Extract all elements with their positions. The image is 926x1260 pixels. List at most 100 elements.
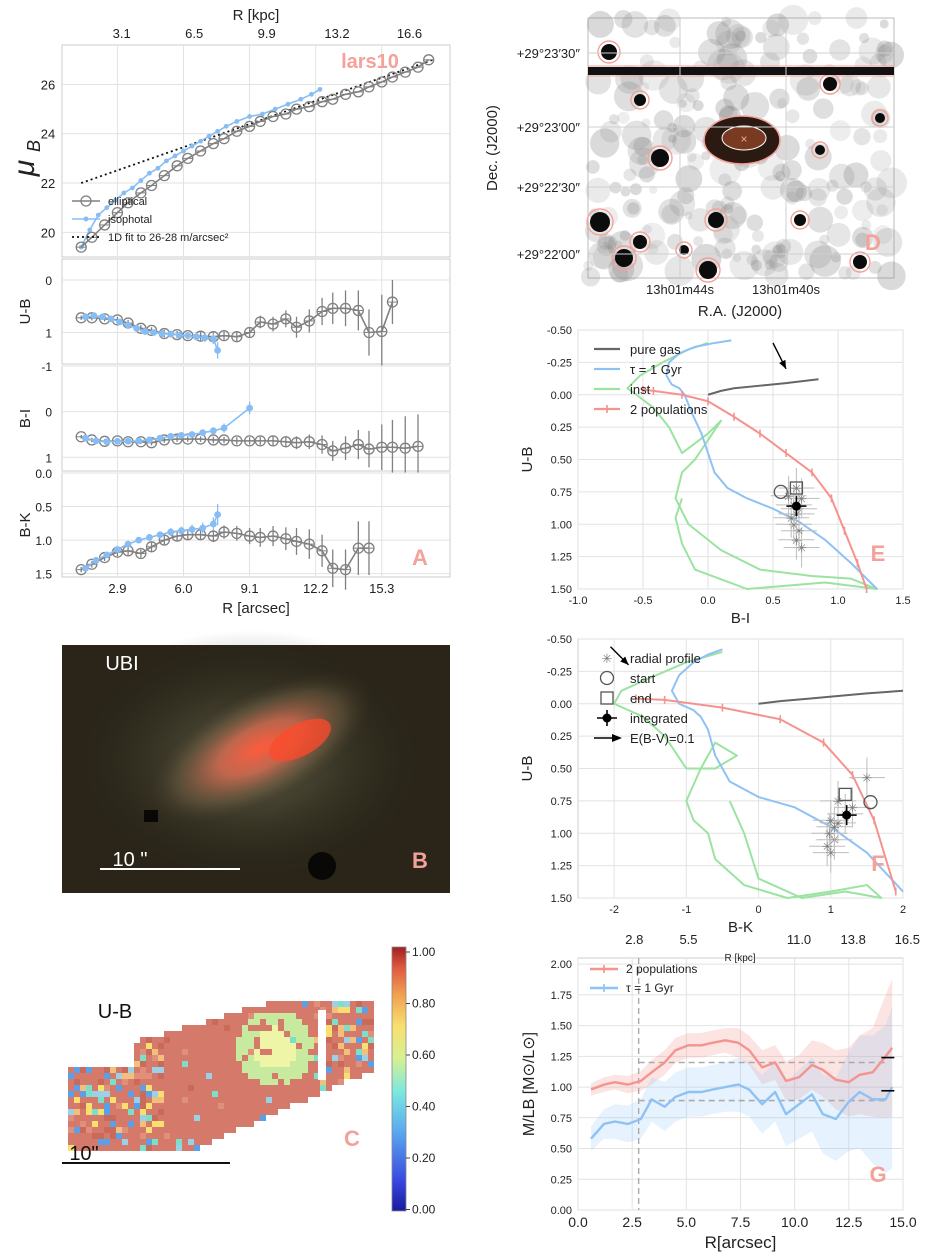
panel-c-pixel <box>218 1025 224 1031</box>
panel-c-pixel <box>260 1115 266 1121</box>
panel-c-pixel <box>224 1031 230 1037</box>
panel-c-pixel <box>212 1091 218 1097</box>
panel-c-pixel <box>206 1091 212 1097</box>
panel-c-pixel <box>308 1031 314 1037</box>
panel-c-pixel <box>212 1061 218 1067</box>
panel-c-pixel <box>110 1073 116 1079</box>
panel-c-pixel <box>128 1103 134 1109</box>
panel-c-pixel <box>254 1049 260 1055</box>
panel-c-pixel <box>278 1103 284 1109</box>
panel-c-pixel <box>272 1067 278 1073</box>
panel-c-pixel <box>224 1067 230 1073</box>
panel-c-pixel <box>152 1121 158 1127</box>
panel-a-isophotal-point <box>198 138 203 144</box>
panel-d-noise <box>586 160 600 174</box>
panel-c-pixel <box>302 1031 308 1037</box>
panel-c-pixel <box>140 1055 146 1061</box>
panel-c-pixel <box>308 1067 314 1073</box>
panel-c-pixel <box>206 1139 212 1145</box>
panel-c-pixel <box>284 1025 290 1031</box>
panel-a-ub-isophotal-point <box>184 332 192 340</box>
panel-d-ytick: +29°22′00″ <box>517 247 581 262</box>
panel-c-pixel <box>248 1019 254 1025</box>
panel-c-pixel <box>146 1091 152 1097</box>
panel-f-radial-point: ✳ <box>824 826 835 841</box>
panel-c-pixel <box>278 1061 284 1067</box>
panel-c-pixel <box>164 1073 170 1079</box>
panel-c-pixel <box>356 1001 362 1007</box>
panel-a-bi-frame <box>61 365 451 472</box>
panel-c-pixel <box>344 1001 350 1007</box>
panel-c-pixel <box>356 1043 362 1049</box>
panel-a-bk-isophotal-point <box>114 546 121 553</box>
panel-c-pixel <box>368 1013 374 1019</box>
panel-c-pixel <box>248 1103 254 1109</box>
panel-d-galaxy-core <box>721 125 767 151</box>
panel-c-pixel <box>206 1121 212 1127</box>
panel-c-pixel <box>350 1001 356 1007</box>
panel-d-noise <box>836 188 853 205</box>
panel-c-pixel <box>98 1115 104 1121</box>
panel-c-pixel <box>368 1067 374 1073</box>
panel-c-pixel <box>98 1073 104 1079</box>
panel-d-noise <box>687 153 704 171</box>
panel-d-noise <box>796 32 810 45</box>
panel-d-noise <box>675 165 703 193</box>
panel-c-pixel <box>206 1073 212 1079</box>
panel-c-pixel <box>242 1007 248 1013</box>
panel-c-pixel <box>314 1001 320 1007</box>
panel-d-noise <box>726 23 751 49</box>
panel-e-ytick: -0.25 <box>547 357 572 369</box>
panel-c-pixel <box>128 1127 134 1133</box>
panel-c-pixel <box>92 1139 98 1145</box>
panel-c-pixel <box>302 1097 308 1103</box>
panel-e-radial-point: ✳ <box>783 489 794 504</box>
panel-d-noise <box>649 185 658 194</box>
panel-c-pixel <box>68 1097 74 1103</box>
panel-a-top-tick: 16.6 <box>397 26 422 41</box>
panel-c-pixel <box>206 1097 212 1103</box>
panel-d-noise <box>870 150 892 172</box>
panel-c-pixel <box>272 1103 278 1109</box>
panel-c-pixel <box>218 1133 224 1139</box>
panel-d-noise <box>807 11 822 25</box>
panel-c-pixel <box>278 1019 284 1025</box>
panel-c-pixel <box>248 1037 254 1043</box>
panel-d-noise <box>876 204 888 216</box>
panel-c-pixel <box>182 1043 188 1049</box>
panel-f-legend-label: E(B-V)=0.1 <box>630 731 695 746</box>
panel-d-noise <box>597 233 615 250</box>
panel-c-pixel <box>242 1097 248 1103</box>
panel-a-ub-isophotal-point <box>133 324 141 332</box>
panel-c-pixel <box>308 1061 314 1067</box>
panel-c-pixel <box>326 1001 332 1007</box>
panel-e-ytick: 1.50 <box>551 584 572 596</box>
panel-c-pixel <box>164 1109 170 1115</box>
panel-d-noise <box>678 99 687 108</box>
panel-a-isophotal-point <box>129 185 135 191</box>
panel-c-pixel <box>266 1055 272 1061</box>
panel-c-pixel <box>188 1031 194 1037</box>
panel-c-pixel <box>176 1145 182 1151</box>
panel-c-pixel <box>266 1025 272 1031</box>
panel-c-pixel <box>224 1121 230 1127</box>
panel-c-pixel <box>260 1025 266 1031</box>
panel-d-noise <box>763 249 779 265</box>
panel-d-noise <box>777 98 788 109</box>
panel-c-pixel <box>308 1043 314 1049</box>
panel-c-pixel <box>116 1139 122 1145</box>
panel-c-pixel <box>170 1103 176 1109</box>
panel-d-noise <box>629 183 642 196</box>
panel-a-ub-isophotal-point <box>209 335 217 343</box>
panel-c-pixel <box>230 1049 236 1055</box>
panel-c-pixel <box>218 1037 224 1043</box>
panel-c-pixel <box>356 1007 362 1013</box>
panel-c-pixel <box>200 1073 206 1079</box>
panel-c-pixel <box>338 1001 344 1007</box>
panel-c-pixel <box>86 1097 92 1103</box>
panel-c-pixel <box>68 1079 74 1085</box>
panel-c-pixel <box>326 1013 332 1019</box>
panel-c-pixel <box>218 1085 224 1091</box>
panel-c-pixel <box>182 1139 188 1145</box>
panel-a-isophotal-point <box>317 86 323 92</box>
